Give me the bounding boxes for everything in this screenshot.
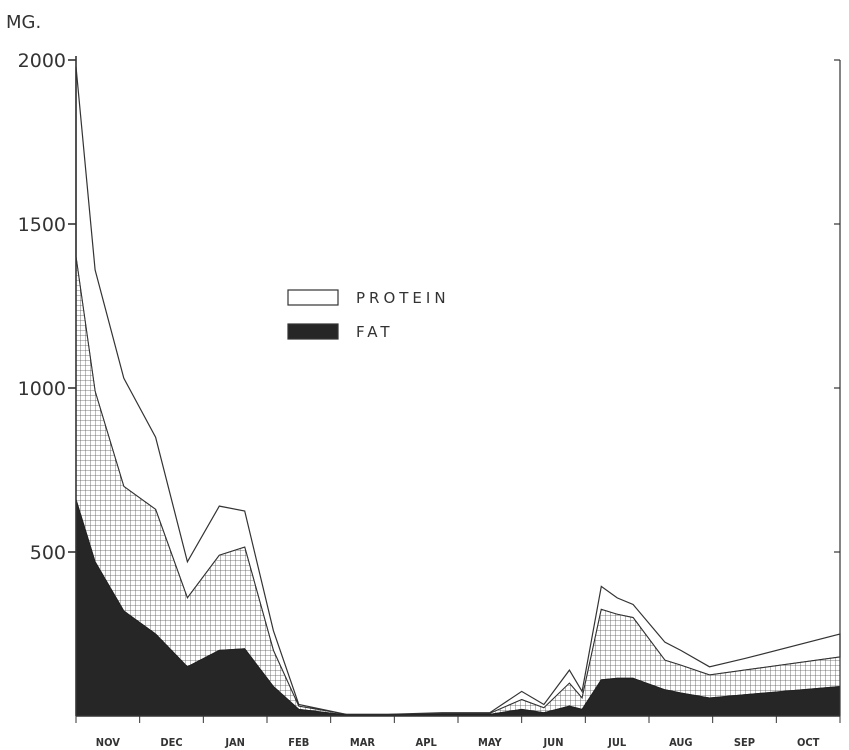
legend-label: FAT [356,323,394,341]
x-tick-label: FEB [288,736,309,749]
x-tick-label: NOV [96,736,120,749]
y-tick-label: 500 [30,542,66,564]
legend-swatch [287,323,339,340]
x-tick-label: SEP [734,736,755,749]
x-tick-label: OCT [797,736,820,749]
x-tick-label: JUL [607,736,627,749]
y-unit-label: MG. [6,12,41,33]
x-tick-label: MAY [478,736,502,749]
y-tick-label: 1000 [18,378,66,400]
legend-swatch [287,289,339,306]
x-tick-label: JUN [543,736,564,749]
hatched-area [75,256,841,716]
x-tick-label: AUG [669,736,692,749]
x-tick-label: JAN [224,736,245,749]
x-tick-label: DEC [160,736,182,749]
x-tick-label: APL [416,736,438,749]
x-tick-label: MAR [350,736,376,749]
legend-label: PROTEIN [356,289,450,307]
y-tick-label: 1500 [18,214,66,236]
y-tick-label: 2000 [18,50,66,72]
